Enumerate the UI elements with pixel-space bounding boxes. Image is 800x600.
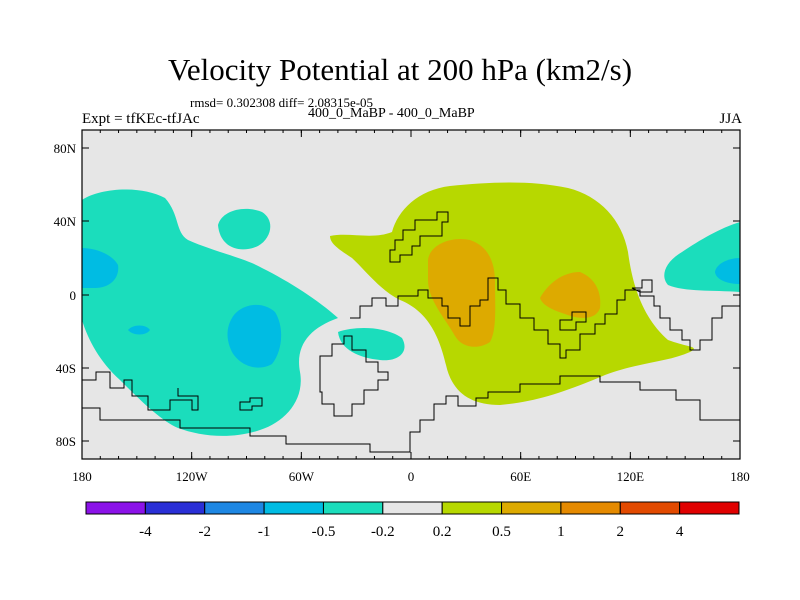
coastline-north-land (389, 211, 449, 263)
field-pos-mid-west (428, 238, 496, 347)
y-tick-label: 80S (56, 434, 76, 449)
field-neg-mid-center (227, 304, 282, 368)
case-label: 400_0_MaBP - 400_0_MaBP (308, 106, 475, 121)
experiment-label: Expt = tfKEc-tfJAc (82, 111, 200, 127)
plot-title: Velocity Potential at 200 hPa (km2/s) (167, 52, 633, 87)
field-neg-mid-west (82, 248, 119, 288)
x-tick-label: 120E (617, 469, 645, 484)
y-tick-label: 0 (70, 288, 77, 303)
colorbar-label: 0.2 (433, 524, 452, 540)
x-tick-label: 180 (730, 469, 750, 484)
x-tick-label: 120W (176, 469, 209, 484)
field-pos-weak (330, 182, 694, 405)
colorbar-label: 2 (617, 524, 625, 540)
colorbar-label: 4 (676, 524, 684, 540)
coastline-island-c (631, 279, 653, 293)
coastline-main-continent (82, 277, 740, 453)
field-neg-mid-dot (128, 325, 150, 335)
stats-label: rmsd= 0.302308 diff= 2.08315e-05 (190, 95, 374, 110)
colorbar-label: 1 (557, 524, 565, 540)
field-neg-weak-south (338, 328, 405, 361)
colorbar-label: -2 (198, 524, 211, 540)
colorbar-swatch (85, 501, 146, 515)
coastline-west-peninsula (82, 371, 199, 411)
colorbar-label: -1 (258, 524, 271, 540)
colorbar-label: -4 (139, 524, 152, 540)
colorbar-swatch (619, 501, 681, 515)
x-tick-label: 60W (289, 469, 315, 484)
colorbar-label: -0.2 (371, 524, 395, 540)
colorbar-swatch (679, 501, 740, 515)
x-tick-label: 0 (408, 469, 415, 484)
colorbar-swatch (144, 501, 206, 515)
field-neg-mid-east (715, 258, 740, 284)
colorbar-swatch (501, 501, 562, 515)
y-tick-label: 80N (54, 141, 77, 156)
coastlines (82, 211, 740, 453)
colorbar-label: -0.5 (312, 524, 336, 540)
colorbar-swatch (560, 501, 621, 515)
colorbar-swatch (382, 501, 443, 515)
colorbar (85, 501, 740, 515)
colorbar-swatch (322, 501, 384, 515)
axis-tick-labels: 80N 40N 0 40S 80S 180 120W 60W 0 60E 120E 180 (54, 141, 750, 484)
colorbar-swatch (441, 501, 503, 515)
y-tick-label: 40N (54, 214, 77, 229)
coastline-island-a (239, 397, 263, 411)
field-pos-mid-east (540, 272, 601, 318)
colorbar-label: 0.5 (492, 524, 511, 540)
x-tick-label: 180 (72, 469, 92, 484)
coastline-south-landmass (319, 335, 389, 417)
season-label: JJA (719, 111, 742, 127)
y-tick-label: 40S (56, 361, 76, 376)
x-tick-label: 60E (510, 469, 531, 484)
field-neg-weak-island (218, 208, 271, 250)
axis-ticks (81, 130, 741, 459)
field-neg-weak-west (82, 189, 338, 436)
colorbar-swatch (204, 501, 265, 515)
colorbar-swatch (263, 501, 324, 515)
coastline-island-b (559, 311, 587, 331)
colorbar-labels: -4 -2 -1 -0.5 -0.2 0.2 0.5 1 2 4 (139, 524, 684, 540)
